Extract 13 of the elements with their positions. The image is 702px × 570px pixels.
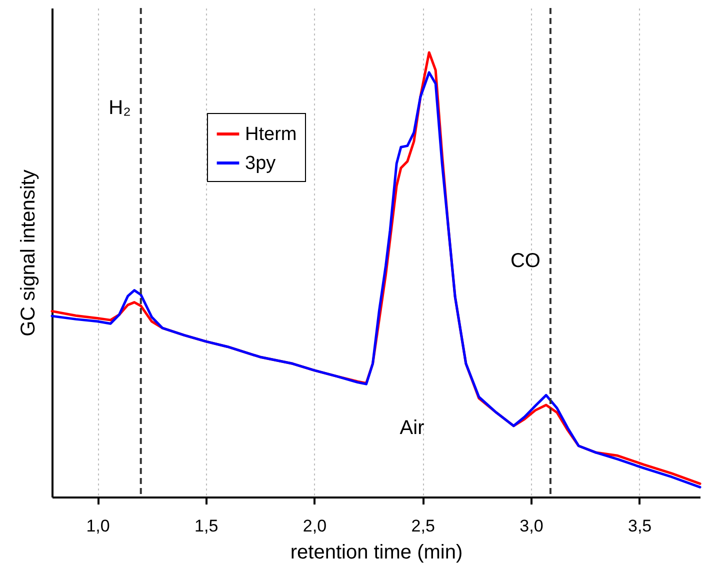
x-tick-label: 2,0 (302, 516, 327, 536)
legend-label: Hterm (245, 124, 297, 145)
annotation: Air (400, 417, 425, 439)
x-tick-label: 1,0 (86, 516, 110, 536)
x-tick-label: 2,5 (411, 516, 435, 536)
y-axis-title: GC signal intensity (18, 170, 40, 336)
x-tick-label: 1,5 (194, 516, 218, 536)
ref-line-label: H₂ (108, 97, 131, 119)
legend-label: 3py (245, 153, 276, 174)
x-tick-label: 3,0 (520, 516, 544, 536)
x-axis-title: retention time (min) (290, 542, 463, 564)
x-tick-label: 3,5 (628, 516, 652, 536)
ref-line-label: CO (510, 250, 540, 272)
